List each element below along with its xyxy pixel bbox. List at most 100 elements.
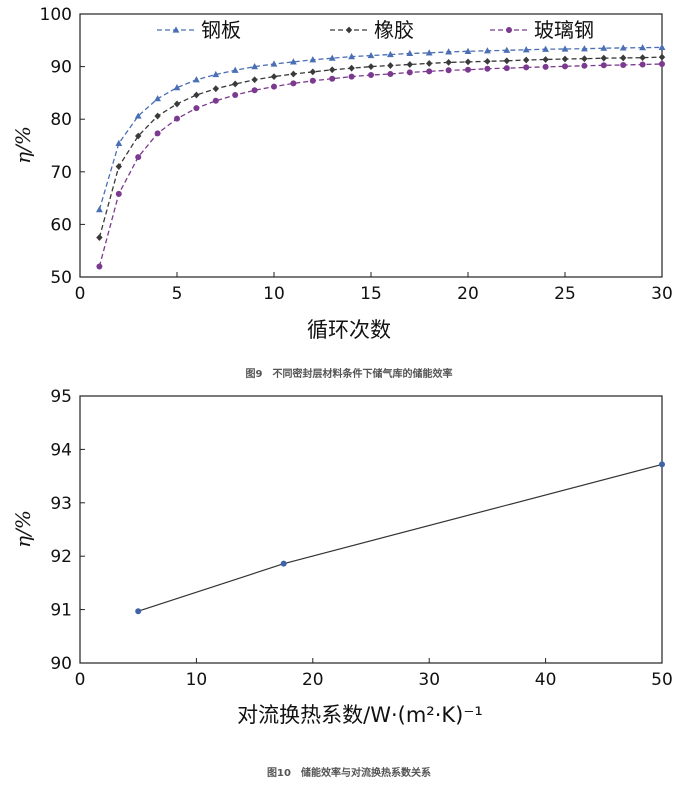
chart1-series-1-point [600, 54, 607, 62]
chart1-series-2-point [620, 62, 627, 69]
chart1-series-0-point [406, 49, 414, 57]
chart1-series-2-point [290, 80, 297, 87]
chart2-y-tick-label: 92 [50, 547, 72, 567]
chart1-series-1-point [115, 163, 122, 170]
chart1-series-1-point [503, 57, 510, 65]
chart1-x-tick-label: 30 [651, 284, 673, 304]
chart2-y-tick-label: 95 [50, 387, 72, 407]
chart1-y-tick-label: 100 [40, 5, 72, 25]
chart1-series-2-point [600, 62, 607, 69]
chart1-series-0-point [154, 95, 161, 102]
chart2-y-tick-label: 93 [50, 494, 72, 514]
chart1-x-tick-label: 10 [263, 284, 285, 304]
chart1-series-line-0 [98, 46, 663, 210]
chart1-series-1-point [348, 64, 355, 72]
chart1-series-1-point [639, 54, 646, 62]
chart1-series-2-point [659, 60, 665, 67]
chart1-series-1-point [406, 61, 413, 68]
chart1-y-tick-label: 50 [50, 268, 72, 288]
chart1-series-0-point [251, 63, 258, 70]
chart1-series-1-point [96, 234, 103, 241]
chart1-series-line-1 [98, 56, 663, 238]
chart1-series-1-point [270, 73, 278, 80]
chart2-x-axis-label: 对流换热系数/W·(m²·K)⁻¹ [237, 703, 483, 727]
chart1-series-0-point [387, 50, 394, 58]
chart1-legend-label: 钢板 [201, 18, 241, 42]
chart1-series-0-point [173, 84, 181, 91]
chart1-legend-label: 玻璃钢 [534, 18, 594, 42]
chart1-series-2-point [484, 65, 491, 72]
chart1-series-0-point [522, 46, 530, 53]
chart1-series-0-point [367, 51, 375, 59]
chart1-series-2-point [406, 69, 413, 76]
chart1-series-1-point [464, 58, 472, 66]
chart1-series-2-point [174, 115, 180, 122]
chart1-series-1-point [367, 63, 375, 70]
chart1-series-0-point [445, 48, 452, 55]
chart1-series-1-point [193, 91, 200, 99]
chart2-plot-frame [79, 395, 663, 664]
chart2-x-tick-label: 30 [418, 670, 440, 690]
chart2-y-tick-label: 94 [50, 440, 72, 460]
chart1-series-line-2 [98, 63, 663, 267]
chart1-y-axis-label: η/% [11, 126, 35, 164]
chart2-series-0-point [280, 560, 287, 567]
chart1-series-1-point [212, 85, 219, 93]
chart1-series-0-point [425, 49, 433, 56]
chart1-series-2-point [251, 87, 258, 94]
chart1-series-2-point [368, 72, 374, 79]
chart1-series-2-point [212, 97, 219, 104]
chart1-x-tick-label: 25 [554, 284, 576, 304]
chart1-series-1-point [445, 58, 452, 66]
chart1-legend-swatch-marker [172, 26, 180, 33]
chart2-series-line-0 [138, 463, 663, 612]
chart1-series-2-point [348, 73, 355, 80]
chart1-series-1-point [309, 68, 316, 76]
chart1-series-1-point [523, 56, 530, 64]
chart1-series-2-point [562, 63, 568, 70]
chart1-series-2-point [445, 67, 452, 74]
chart1-series-2-point [503, 65, 510, 72]
chart1-series-0-point [464, 47, 472, 54]
chart1-x-tick-label: 15 [360, 284, 382, 304]
chart1-series-0-point [658, 43, 666, 51]
chart1-series-0-point [231, 66, 239, 73]
chart1-series-0-point [348, 53, 355, 60]
chart1-series-0-point [115, 139, 123, 146]
chart1-series-0-point [96, 206, 103, 213]
chart1-y-tick-label: 60 [50, 215, 72, 235]
chart1-series-1-point [484, 57, 491, 65]
chart2-x-tick-label: 10 [186, 670, 208, 690]
chart1-series-0-point [328, 54, 336, 61]
chart1-series-2-point [193, 105, 200, 112]
chart1-series-1-point [620, 54, 627, 62]
chart1-series-2-point [135, 154, 142, 161]
chart1-series-2-point [309, 77, 316, 84]
chart1-series-0-point [134, 112, 142, 119]
chart1-series-1-point [173, 100, 181, 108]
chart1-series-2-point [232, 92, 239, 99]
chart1-series-0-point [503, 46, 511, 53]
chart1-series-0-point [484, 47, 491, 54]
chart1-legend-swatch-marker [506, 27, 512, 33]
chart1-series-2-point [387, 70, 394, 77]
chart1-series-0-point [639, 44, 646, 51]
chart1-x-tick-label: 5 [172, 284, 183, 304]
chart1-series-2-point [96, 263, 103, 270]
chart1-y-tick-label: 70 [50, 163, 72, 183]
chart2-x-tick-label: 0 [75, 670, 86, 690]
chart2-series-0-point [135, 608, 142, 615]
chart1-series-2-point [154, 130, 161, 137]
chart2-caption: 图10 储能效率与对流换热系数关系 [267, 766, 431, 779]
chart1-series-0-point [561, 45, 569, 52]
chart1-x-axis-label: 循环次数 [307, 318, 391, 342]
chart1-series-0-point [619, 44, 627, 51]
chart1-series-0-point [542, 45, 549, 52]
chart1-series-1-point [232, 80, 239, 88]
chart1-series-1-point [658, 53, 666, 61]
chart1-series-2-point [329, 75, 336, 82]
chart1-series-1-point [290, 70, 297, 78]
chart1-series-0-point [270, 60, 278, 67]
chart1-y-tick-label: 90 [50, 58, 72, 78]
chart1-y-tick-label: 80 [50, 110, 72, 130]
